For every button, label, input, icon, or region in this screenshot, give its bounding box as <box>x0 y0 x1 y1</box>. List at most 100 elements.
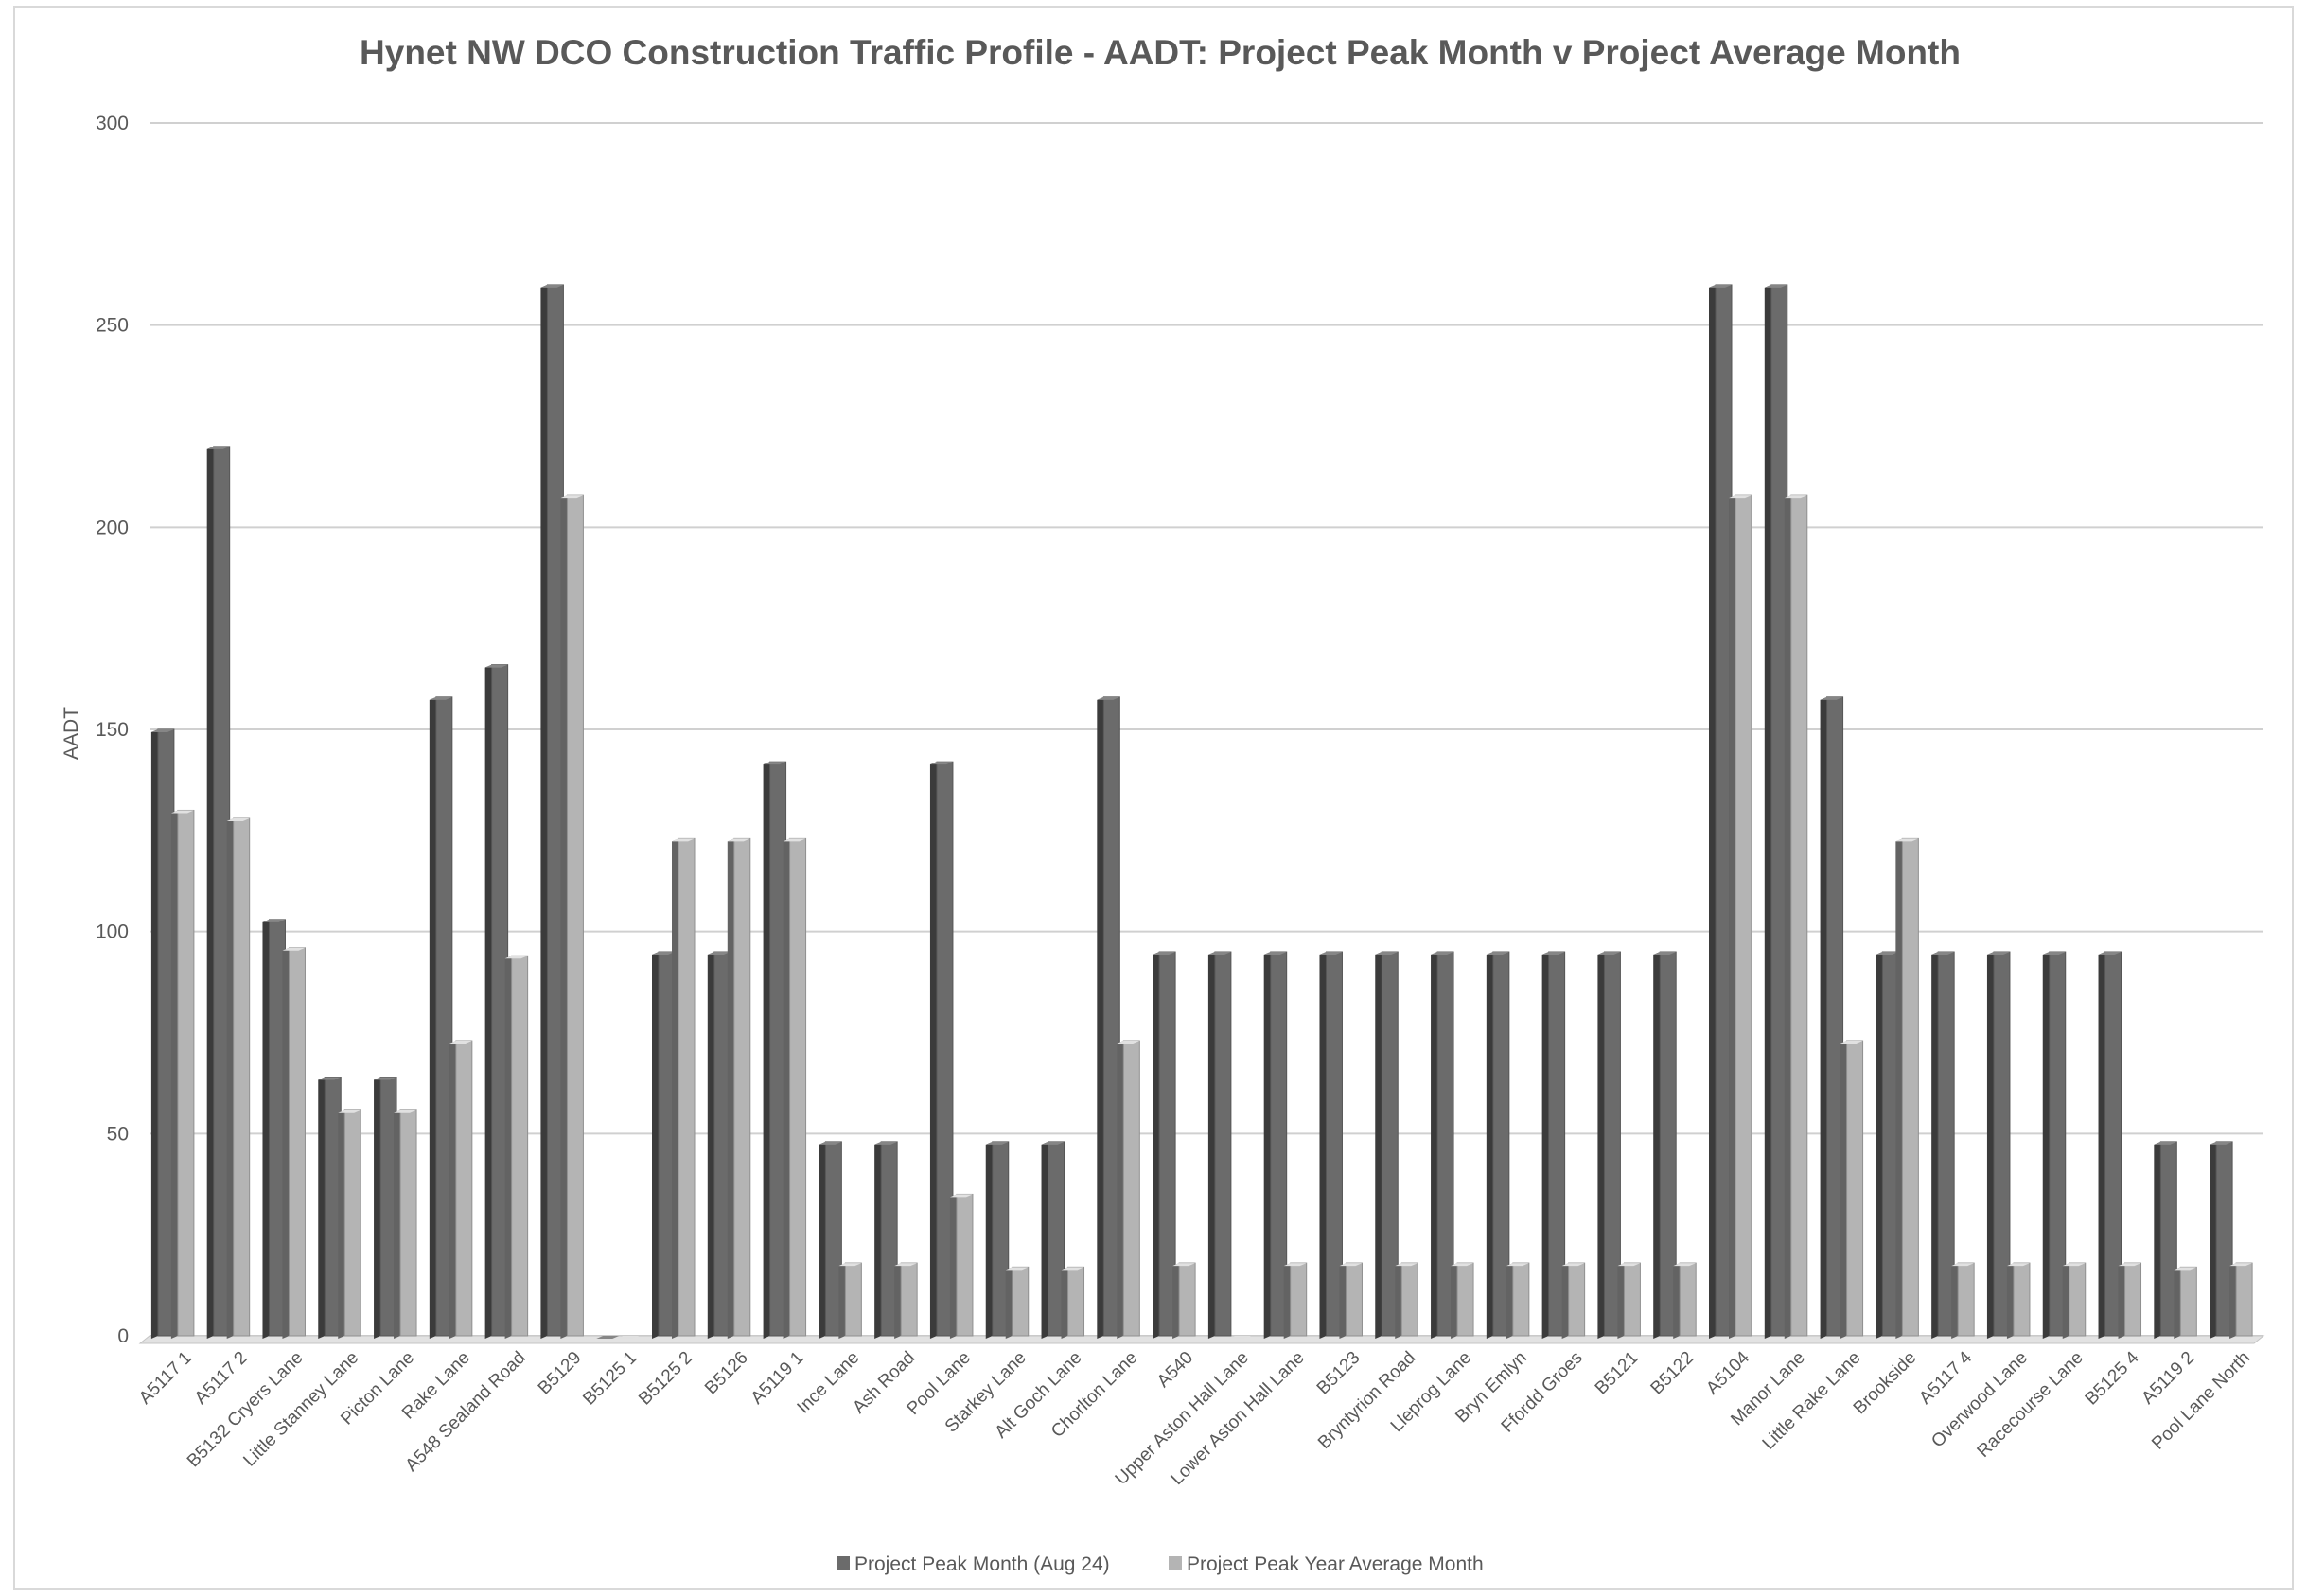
y-tick-label: 250 <box>96 315 129 337</box>
bar-peak-month <box>2098 951 2122 1339</box>
x-tick-label: B5126 <box>701 1348 752 1399</box>
bar-average-month <box>672 837 696 1339</box>
bar-average-month <box>783 837 807 1339</box>
y-axis-title: AADT <box>61 707 82 760</box>
bar-peak-month <box>763 761 787 1339</box>
bar-average-month <box>1895 837 1919 1339</box>
bar-average-month <box>504 955 529 1339</box>
bar-peak-month <box>540 284 564 1339</box>
x-tick-label: B5129 <box>535 1348 586 1399</box>
bar-average-month <box>616 1336 640 1339</box>
bar-average-month <box>894 1262 918 1339</box>
bar-peak-month <box>1764 284 1788 1339</box>
y-axis-ticks: 0 50 100 150 200 250 300 <box>96 113 129 1347</box>
x-tick-label: Racecourse Lane <box>1974 1348 2087 1462</box>
x-tick-label: B5125 2 <box>635 1348 696 1410</box>
x-tick-label: B5121 <box>1592 1348 1643 1399</box>
bar-average-month <box>1617 1262 1641 1339</box>
x-tick-label: B5122 <box>1647 1348 1699 1399</box>
x-tick-label: B5123 <box>1313 1348 1365 1399</box>
bar-average-month <box>1005 1266 1030 1339</box>
legend-swatch-peak-month <box>837 1556 850 1570</box>
bar-peak-month <box>1207 951 1232 1339</box>
bar-average-month <box>1451 1262 1474 1339</box>
chart-floor <box>138 1335 2265 1344</box>
y-tick-label: 200 <box>96 517 129 538</box>
bar-average-month <box>2229 1262 2253 1339</box>
x-tick-label: B5125 1 <box>579 1348 641 1410</box>
bar-average-month <box>282 947 306 1339</box>
bar-peak-month <box>1931 951 1955 1339</box>
x-tick-label: B5125 4 <box>2082 1347 2143 1409</box>
bar-peak-month <box>206 446 231 1339</box>
bar-average-month <box>1729 494 1752 1339</box>
legend-swatch-average-month <box>1169 1556 1182 1570</box>
bar-peak-month <box>150 728 175 1339</box>
x-tick-label: Little Rake Lane <box>1759 1348 1865 1454</box>
bar-peak-month <box>318 1077 342 1339</box>
bar-average-month <box>1506 1262 1530 1339</box>
bar-peak-month <box>652 951 676 1339</box>
bar-average-month <box>2062 1262 2087 1339</box>
legend-label-average-month: Project Peak Year Average Month <box>1187 1553 1484 1575</box>
bar-peak-month <box>929 761 954 1339</box>
bar-average-month <box>2174 1266 2197 1339</box>
y-tick-label: 150 <box>96 719 129 741</box>
bar-peak-month <box>1263 951 1288 1339</box>
bar-peak-month <box>1653 951 1677 1339</box>
bar-average-month <box>1673 1262 1697 1339</box>
bar-peak-month <box>1986 951 2011 1339</box>
bar-peak-month <box>1319 951 1343 1339</box>
bar-average-month <box>394 1109 417 1339</box>
bar-peak-month <box>874 1141 898 1339</box>
bar-average-month <box>1561 1262 1586 1339</box>
bar-peak-month <box>1541 951 1566 1339</box>
bar-average-month <box>727 837 751 1339</box>
x-tick-label: A540 <box>1154 1348 1197 1392</box>
bar-peak-month <box>819 1141 842 1339</box>
bar-peak-month <box>1876 951 1899 1339</box>
y-tick-label: 0 <box>117 1325 129 1347</box>
bar-peak-month <box>2210 1141 2233 1339</box>
bar-peak-month <box>1041 1141 1065 1339</box>
bar-peak-month <box>985 1141 1010 1339</box>
x-tick-label: A5104 <box>1702 1347 1753 1398</box>
bar-average-month <box>2006 1262 2031 1339</box>
bar-average-month <box>1339 1262 1363 1339</box>
bar-average-month <box>338 1109 361 1339</box>
y-tick-label: 50 <box>107 1123 129 1145</box>
bar-average-month <box>1840 1040 1864 1339</box>
chart-frame <box>13 6 2294 1590</box>
x-tick-label: A5117 1 <box>135 1348 196 1409</box>
bar-peak-month <box>1375 951 1399 1339</box>
x-tick-label: Pool Lane North <box>2148 1348 2254 1454</box>
bar-average-month <box>449 1040 473 1339</box>
bar-peak-month <box>1431 951 1454 1339</box>
bar-average-month <box>949 1193 974 1339</box>
bar-average-month <box>838 1262 862 1339</box>
bar-average-month <box>170 809 195 1339</box>
bar-average-month <box>2118 1262 2142 1339</box>
bar-peak-month <box>1709 284 1733 1339</box>
bar-peak-month <box>707 951 731 1339</box>
bar-average-month <box>560 494 584 1339</box>
bar-peak-month <box>2042 951 2067 1339</box>
bar-peak-month <box>1597 951 1621 1339</box>
bar-peak-month <box>596 1336 620 1339</box>
bar-average-month <box>1061 1266 1085 1339</box>
bar-peak-month <box>2154 1141 2177 1339</box>
bar-average-month <box>1227 1336 1251 1339</box>
x-tick-label: Bryntyrion Road <box>1314 1348 1419 1453</box>
bar-peak-month <box>484 664 509 1339</box>
bar-peak-month <box>374 1077 397 1339</box>
bar-peak-month <box>429 696 453 1339</box>
bar-average-month <box>1784 494 1808 1339</box>
bar-average-month <box>1951 1262 1975 1339</box>
x-tick-label: Overwood Lane <box>1928 1348 2032 1452</box>
bar-average-month <box>1283 1262 1308 1339</box>
bar-peak-month <box>262 919 286 1339</box>
bar-peak-month <box>1820 696 1844 1339</box>
legend: Project Peak Month (Aug 24) Project Peak… <box>837 1553 1484 1575</box>
